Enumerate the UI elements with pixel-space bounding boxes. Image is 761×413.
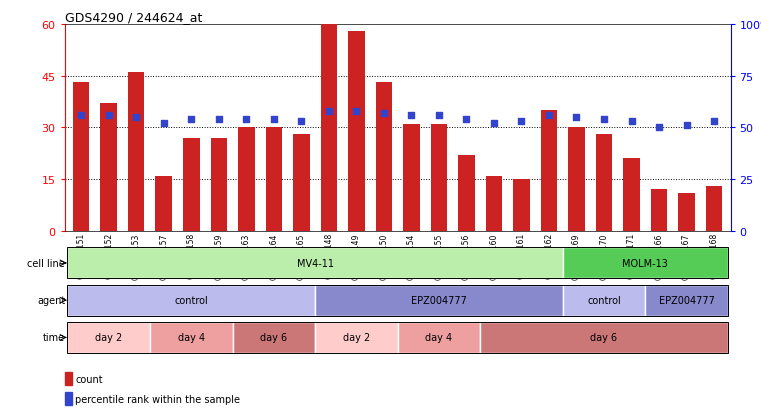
Bar	[65, 392, 72, 405]
Point	[515, 119, 527, 125]
Bar	[68, 322, 150, 353]
Bar	[128, 73, 145, 231]
Bar	[678, 193, 695, 231]
Bar	[458, 156, 475, 231]
Point	[323, 108, 335, 115]
Point	[268, 116, 280, 123]
Point	[488, 121, 500, 127]
Point	[75, 112, 88, 119]
Bar	[65, 373, 72, 385]
Text: MV4-11: MV4-11	[297, 258, 333, 268]
Point	[240, 116, 253, 123]
Bar	[705, 187, 722, 231]
Bar	[238, 128, 254, 231]
Text: day 6: day 6	[260, 332, 288, 343]
Text: time: time	[43, 332, 65, 343]
Bar	[562, 248, 728, 279]
Bar	[183, 138, 199, 231]
Bar	[266, 128, 282, 231]
Bar	[293, 135, 310, 231]
Text: control: control	[587, 295, 621, 306]
Point	[212, 116, 224, 123]
Bar	[348, 32, 365, 231]
Bar	[562, 285, 645, 316]
Text: day 6: day 6	[591, 332, 617, 343]
Text: day 2: day 2	[342, 332, 370, 343]
Bar	[397, 322, 480, 353]
Bar	[403, 125, 419, 231]
Point	[185, 116, 197, 123]
Point	[543, 112, 555, 119]
Bar	[596, 135, 613, 231]
Bar	[651, 190, 667, 231]
Bar	[320, 25, 337, 231]
Text: day 4: day 4	[425, 332, 453, 343]
Text: percentile rank within the sample: percentile rank within the sample	[75, 394, 240, 404]
Text: EPZ004777: EPZ004777	[658, 295, 715, 306]
Text: count: count	[75, 374, 103, 384]
Bar	[155, 176, 172, 231]
Point	[460, 116, 473, 123]
Bar	[315, 322, 397, 353]
Bar	[486, 176, 502, 231]
Bar	[431, 125, 447, 231]
Bar	[315, 285, 562, 316]
Point	[350, 108, 362, 115]
Bar	[568, 128, 584, 231]
Bar	[211, 138, 227, 231]
Text: EPZ004777: EPZ004777	[411, 295, 466, 306]
Bar	[480, 322, 728, 353]
Point	[130, 114, 142, 121]
Point	[103, 112, 115, 119]
Point	[377, 110, 390, 117]
Point	[571, 114, 583, 121]
Point	[158, 121, 170, 127]
Bar	[73, 83, 90, 231]
Bar	[233, 322, 315, 353]
Point	[653, 125, 665, 131]
Point	[708, 119, 720, 125]
Point	[295, 119, 307, 125]
Text: cell line: cell line	[27, 258, 65, 268]
Point	[433, 112, 445, 119]
Bar	[68, 285, 315, 316]
Bar	[513, 180, 530, 231]
Text: MOLM-13: MOLM-13	[622, 258, 668, 268]
Text: day 4: day 4	[178, 332, 205, 343]
Point	[626, 119, 638, 125]
Point	[406, 112, 418, 119]
Bar	[645, 285, 728, 316]
Text: day 2: day 2	[95, 332, 123, 343]
Point	[680, 123, 693, 129]
Bar	[541, 111, 557, 231]
Point	[598, 116, 610, 123]
Text: GDS4290 / 244624_at: GDS4290 / 244624_at	[65, 11, 202, 24]
Bar	[100, 104, 117, 231]
Bar	[150, 322, 233, 353]
Text: agent: agent	[37, 295, 65, 306]
Text: control: control	[174, 295, 208, 306]
Bar	[623, 159, 640, 231]
Bar	[376, 83, 392, 231]
Bar	[68, 248, 562, 279]
